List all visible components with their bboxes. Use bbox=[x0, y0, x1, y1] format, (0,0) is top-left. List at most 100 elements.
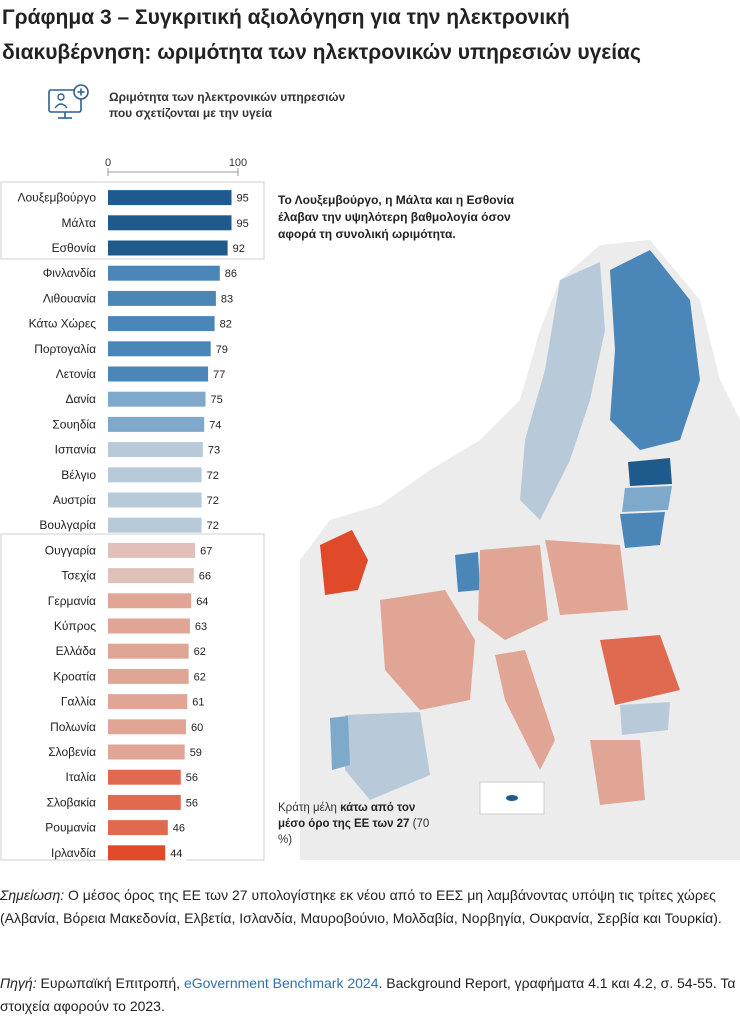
value-label: 75 bbox=[211, 394, 223, 406]
value-label-background bbox=[168, 819, 189, 836]
value-label-background bbox=[206, 391, 227, 408]
map-portugal bbox=[330, 716, 350, 770]
chart-title: Ωριμότητα των ηλεκτρονικών υπηρεσιών που… bbox=[109, 89, 409, 121]
category-label: Λουξεμβούργο bbox=[17, 191, 96, 205]
value-label: 63 bbox=[195, 621, 207, 633]
value-label-background bbox=[181, 794, 202, 811]
map-netherlands bbox=[455, 552, 480, 592]
bar bbox=[108, 391, 206, 407]
bar bbox=[108, 416, 205, 432]
value-label-background bbox=[196, 542, 217, 559]
health-monitor-icon bbox=[47, 82, 91, 126]
category-label: Κύπρος bbox=[54, 619, 96, 633]
value-label: 46 bbox=[173, 823, 185, 835]
category-label: Δανία bbox=[65, 392, 96, 406]
value-label: 95 bbox=[237, 193, 249, 205]
map-finland bbox=[610, 250, 700, 450]
footer-source: Πηγή: Ευρωπαϊκή Επιτροπή, eGovernment Be… bbox=[0, 972, 738, 1018]
category-label: Ισπανία bbox=[55, 443, 96, 457]
value-label-background bbox=[232, 189, 253, 206]
category-label: Βέλγιο bbox=[61, 468, 96, 482]
bar bbox=[108, 794, 181, 810]
value-label-background bbox=[181, 769, 202, 786]
category-label: Τσεχία bbox=[61, 569, 96, 583]
value-label: 82 bbox=[220, 319, 232, 331]
bar bbox=[108, 719, 186, 735]
bar bbox=[108, 492, 202, 508]
category-label: Γαλλία bbox=[61, 695, 96, 709]
value-label-background bbox=[185, 744, 206, 760]
category-label: Αυστρία bbox=[53, 493, 96, 507]
bar bbox=[108, 366, 209, 382]
value-label-background bbox=[215, 315, 236, 332]
top-group-frame bbox=[0, 181, 265, 260]
map-france bbox=[380, 590, 475, 710]
bar bbox=[108, 568, 194, 584]
value-label: 66 bbox=[199, 571, 211, 583]
category-label: Σλοβενία bbox=[48, 745, 96, 759]
category-label: Κάτω Χώρες bbox=[29, 317, 97, 331]
map-italy bbox=[495, 650, 555, 770]
value-label: 92 bbox=[233, 243, 245, 255]
below-note-bold: κάτω από τον μέσο όρο της ΕΕ των 27 bbox=[278, 802, 416, 830]
map-romania bbox=[600, 635, 680, 705]
source-pre: Ευρωπαϊκή Επιτροπή, bbox=[40, 975, 181, 991]
below-note-part2: (70 %) bbox=[278, 818, 430, 846]
category-label: Εσθονία bbox=[52, 241, 96, 255]
bar bbox=[108, 467, 202, 483]
category-label: Βουλγαρία bbox=[39, 518, 96, 532]
europe-map bbox=[300, 240, 740, 860]
category-label: Κροατία bbox=[53, 669, 96, 683]
value-label: 62 bbox=[194, 646, 206, 658]
value-label-background bbox=[232, 214, 253, 231]
map-sweden-norway bbox=[520, 262, 605, 520]
map-spain bbox=[345, 712, 430, 800]
value-label-background bbox=[192, 592, 213, 609]
category-label: Πορτογαλία bbox=[34, 342, 96, 356]
value-label: 73 bbox=[208, 445, 220, 457]
bar bbox=[108, 341, 211, 357]
bar bbox=[108, 820, 168, 836]
source-post: . Background Report, γραφήματα 4.1 και 4… bbox=[0, 975, 736, 1014]
heading-line-1: Γράφημα 3 – Συγκριτική αξιολόγηση για τη… bbox=[2, 6, 570, 29]
bar bbox=[108, 316, 215, 332]
figure-heading: Γράφημα 3 – Συγκριτική αξιολόγηση για τη… bbox=[2, 0, 738, 70]
bar bbox=[108, 744, 185, 760]
map-poland bbox=[545, 540, 628, 615]
value-label-background bbox=[205, 416, 226, 433]
category-label: Φινλανδία bbox=[43, 266, 96, 280]
bar bbox=[108, 517, 202, 533]
category-label: Γερμανία bbox=[48, 594, 96, 608]
heading-line-2: διακυβέρνηση: ωριμότητα των ηλεκτρονικών… bbox=[2, 41, 641, 64]
value-label-background bbox=[202, 466, 223, 483]
value-label-background bbox=[203, 441, 224, 458]
bar bbox=[108, 618, 190, 634]
category-label: Ιταλία bbox=[66, 770, 97, 784]
map-lithuania bbox=[620, 512, 665, 548]
category-label: Λετονία bbox=[56, 367, 96, 381]
below-note-part1: Κράτη μέλη bbox=[278, 802, 337, 814]
note-label: Σημείωση: bbox=[0, 887, 65, 903]
value-label-background bbox=[187, 718, 207, 735]
bar bbox=[108, 694, 188, 710]
map-latvia bbox=[622, 486, 672, 512]
chart-title-line-1: Ωριμότητα των ηλεκτρονικών υπηρεσιών bbox=[109, 90, 346, 104]
value-label-background bbox=[216, 290, 237, 307]
category-label: Σουηδία bbox=[52, 417, 96, 431]
bar bbox=[108, 290, 216, 306]
bar bbox=[108, 769, 181, 785]
value-label: 56 bbox=[186, 797, 198, 809]
value-label-background bbox=[202, 492, 223, 508]
value-label: 74 bbox=[209, 419, 221, 431]
bar-series: Λουξεμβούργο 95 Μάλτα 95 Εσθονία 92 Φινλανδία 8… bbox=[17, 189, 253, 861]
value-label: 72 bbox=[207, 495, 219, 507]
value-label-background bbox=[220, 265, 241, 282]
bar bbox=[108, 542, 196, 558]
x-tick-label-100: 100 bbox=[229, 157, 247, 169]
value-label-background bbox=[202, 517, 223, 534]
source-link[interactable]: eGovernment Benchmark 2024 bbox=[183, 975, 379, 991]
value-label: 60 bbox=[191, 722, 203, 734]
value-label: 64 bbox=[196, 596, 208, 608]
bar bbox=[108, 265, 220, 281]
bar bbox=[108, 240, 228, 256]
